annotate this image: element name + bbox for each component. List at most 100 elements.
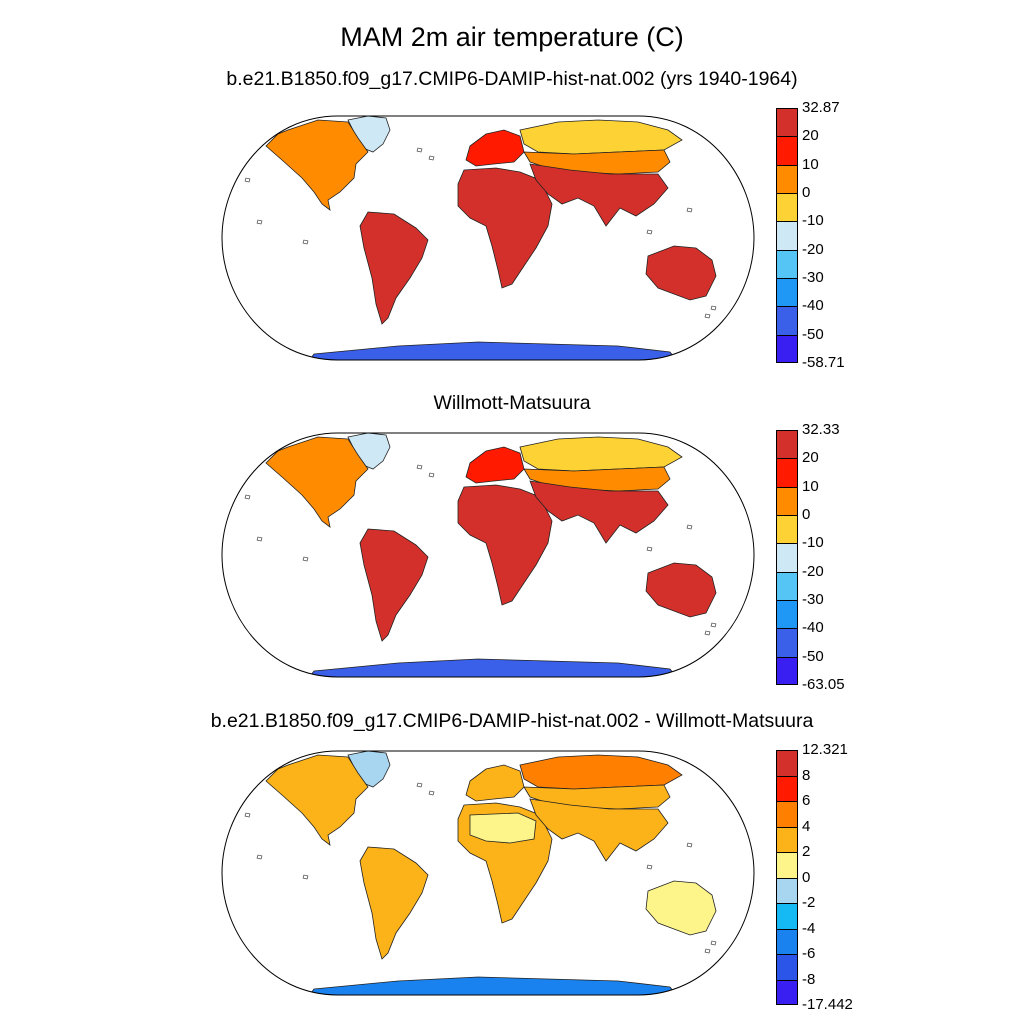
colorbar-box [776, 486, 798, 515]
colorbar-tick-label: -2 [802, 894, 816, 911]
island-outline [256, 219, 263, 225]
island-outline [686, 842, 693, 848]
island-outline [244, 177, 251, 183]
colorbar-tick-label: 4 [802, 817, 811, 835]
colorbar-box [776, 877, 798, 903]
colorbar-tick-label: 10 [802, 155, 819, 173]
island-outline [416, 782, 423, 788]
colorbar-box [776, 928, 798, 954]
region-sahara [469, 812, 537, 844]
colorbar-box [776, 903, 798, 929]
island-outline [686, 207, 693, 213]
region-northern-asia [519, 436, 683, 472]
panel-1-map [221, 115, 755, 361]
region-south-america [359, 211, 429, 325]
colorbar-box [776, 164, 798, 193]
island-outline [244, 812, 251, 818]
region-north-america [265, 119, 369, 211]
colorbar-box [776, 458, 798, 487]
island-outline [646, 864, 653, 870]
colorbar-box [776, 656, 798, 685]
colorbar-tick-label: 20 [802, 449, 819, 467]
island-outline [256, 854, 263, 860]
colorbar-tick-label: 0 [802, 506, 811, 523]
colorbar-tick-label: -40 [802, 297, 824, 315]
island-outline [710, 940, 717, 946]
island-outline [646, 229, 653, 235]
colorbar-tick-label: -4 [802, 919, 816, 937]
colorbar-tick-label: -30 [802, 591, 824, 608]
island-outline [686, 524, 693, 530]
region-southern-asia [529, 798, 669, 862]
region-southern-asia [529, 163, 669, 227]
colorbar-box [776, 775, 798, 801]
colorbar-box [776, 221, 798, 250]
colorbar-box [776, 249, 798, 278]
colorbar-tick-label: -58.71 [802, 354, 845, 371]
colorbar-box [776, 628, 798, 657]
colorbar-tick-label: 0 [802, 868, 811, 886]
colorbar-tick-label: -63.05 [802, 676, 845, 693]
region-europe [465, 764, 525, 802]
colorbar-tick-label: -20 [802, 562, 824, 580]
colorbar-tick-label: -10 [802, 534, 824, 552]
region-northern-asia [519, 119, 683, 155]
colorbar-box [776, 750, 798, 776]
region-northern-asia [519, 754, 683, 790]
colorbar-box [776, 430, 798, 459]
colorbar-tick-label: -50 [802, 325, 824, 343]
island-outline [428, 472, 435, 478]
island-outline [428, 790, 435, 796]
colorbar-tick-label: -6 [802, 945, 816, 962]
panel-1-title: b.e21.B1850.f09_g17.CMIP6-DAMIP-hist-nat… [226, 68, 798, 90]
colorbar-box [776, 306, 798, 335]
figure-title: MAM 2m air temperature (C) [340, 22, 684, 52]
region-north-america [265, 754, 369, 846]
region-north-america [265, 436, 369, 528]
colorbar-tick-label: 10 [802, 477, 819, 495]
region-antarctica [307, 341, 679, 360]
colorbar-tick-label: 12.321 [802, 741, 848, 758]
island-outline [704, 948, 711, 954]
island-outline [416, 464, 423, 470]
region-australia [645, 880, 717, 936]
colorbar-tick-label: -20 [802, 240, 824, 258]
island-outline [302, 239, 309, 245]
region-south-america [359, 846, 429, 960]
map-border [221, 432, 755, 678]
island-outline [302, 874, 309, 880]
colorbar-box [776, 826, 798, 852]
colorbar-box [776, 801, 798, 827]
colorbar-box [776, 600, 798, 629]
colorbar-box [776, 108, 798, 137]
panel-2-map [221, 432, 755, 678]
map-border [221, 115, 755, 361]
island-outline [704, 630, 711, 636]
region-europe [465, 446, 525, 484]
island-outline [256, 536, 263, 542]
region-europe [465, 129, 525, 167]
colorbar-box [776, 571, 798, 600]
island-outline [416, 147, 423, 153]
colorbar-tick-label: -17.442 [802, 996, 853, 1013]
region-australia [645, 245, 717, 301]
colorbar-box [776, 543, 798, 572]
colorbar-tick-label: 32.33 [802, 421, 840, 438]
colorbar-box [776, 278, 798, 307]
island-outline [704, 313, 711, 319]
island-outline [428, 155, 435, 161]
colorbar-box [776, 979, 798, 1005]
island-outline [646, 546, 653, 552]
colorbar-box [776, 954, 798, 980]
colorbar-tick-label: -50 [802, 647, 824, 665]
region-antarctica [307, 976, 679, 995]
colorbar-box [776, 334, 798, 363]
region-africa [457, 167, 553, 289]
colorbar-tick-label: 2 [802, 843, 811, 860]
colorbar-tick-label: -30 [802, 269, 824, 286]
colorbar-tick-label: -8 [802, 970, 816, 988]
colorbar-tick-label: 20 [802, 127, 819, 145]
colorbar-tick-label: 32.87 [802, 99, 840, 116]
panel-3-title: b.e21.B1850.f09_g17.CMIP6-DAMIP-hist-nat… [210, 710, 814, 732]
island-outline [710, 305, 717, 311]
